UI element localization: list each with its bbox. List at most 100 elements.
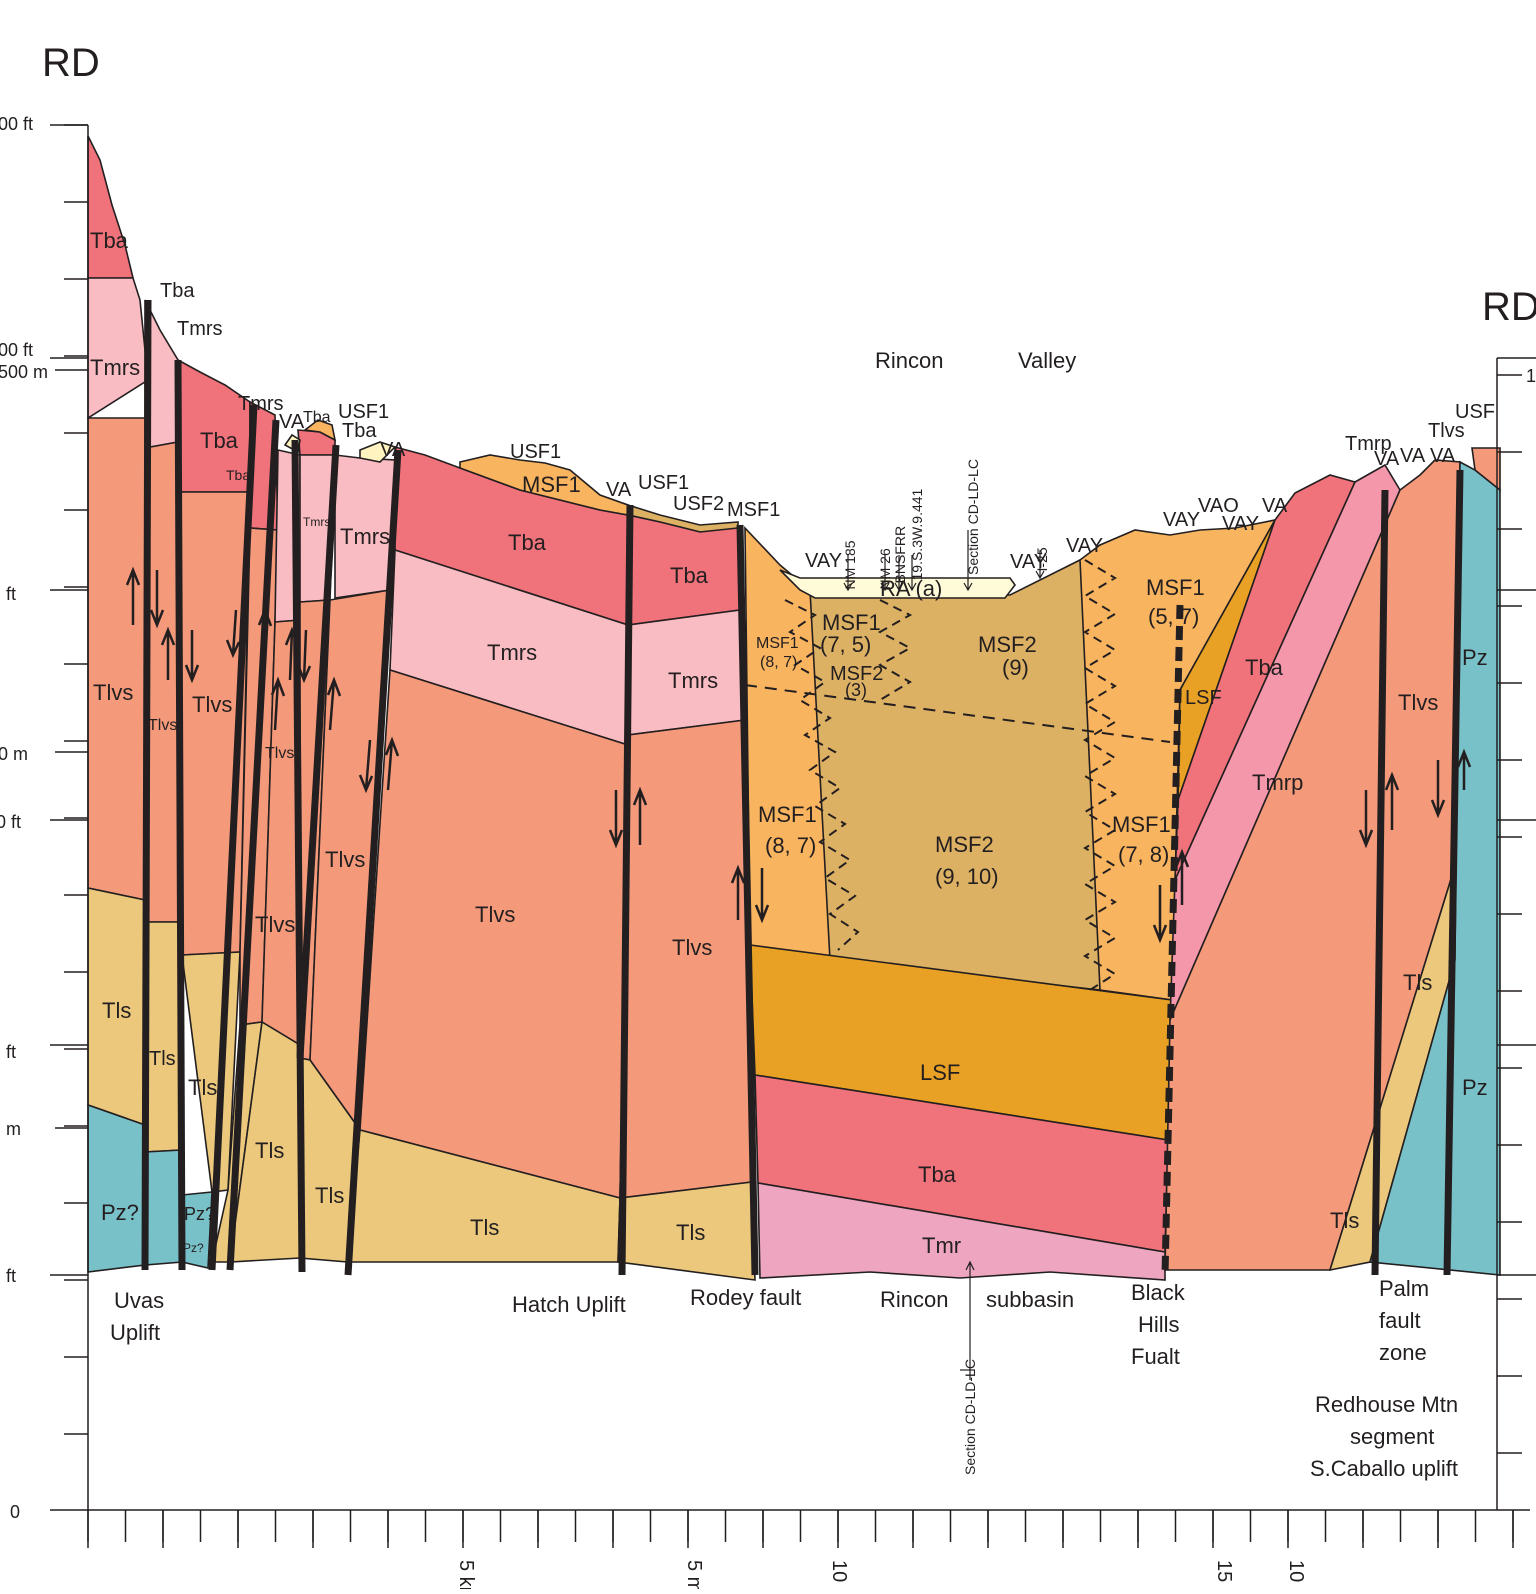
- unit-label: Pz: [1462, 645, 1488, 670]
- unit-label: MSF1: [822, 610, 881, 635]
- unit-label: RA (a): [880, 576, 942, 601]
- arrow-down-3: [225, 609, 241, 659]
- unit-label: VAY: [1222, 513, 1259, 535]
- unit-pz-block-b: [144, 1149, 183, 1266]
- fault-6: [296, 444, 340, 1059]
- unit-label: Tmrp: [1345, 433, 1392, 455]
- bottom-axis-label: 5 km: [455, 1560, 477, 1589]
- landmark-label: NM 185: [842, 540, 858, 589]
- arrow-up-7: [384, 736, 400, 791]
- landmark-arrow: [880, 555, 890, 592]
- unit-label: (7, 8): [1118, 842, 1169, 867]
- arrow-up-3: [257, 606, 273, 661]
- landmark-arrow: [843, 555, 853, 592]
- left-axis-label: ft: [6, 1042, 16, 1062]
- interfinger-mid: [877, 599, 913, 701]
- unit-label: LSF: [920, 1060, 960, 1085]
- section-label-right: RD: [1482, 285, 1536, 329]
- left-axis-label: 500 m: [0, 362, 48, 382]
- unit-label: Tba: [200, 428, 239, 453]
- unit-label: Tlvs: [1428, 420, 1465, 442]
- unit-label: Tls: [1330, 1208, 1359, 1233]
- left-axis-label: 00 ft: [0, 340, 33, 360]
- left-axis-label: ft: [6, 584, 16, 604]
- section-label-left: RD: [42, 41, 100, 85]
- unit-label: Tmrs: [340, 524, 390, 549]
- region-label: Rincon: [875, 348, 943, 373]
- unit-label: Pz?: [184, 1204, 215, 1224]
- arrow-up-hatch: [632, 786, 648, 845]
- unit-label: (9, 10): [935, 864, 999, 889]
- bottom-label: S.Caballo uplift: [1310, 1456, 1458, 1481]
- arrow-up-5: [284, 626, 300, 681]
- bottom-label: fault: [1379, 1308, 1421, 1333]
- interfinger-right: [1083, 559, 1117, 991]
- left-axis-label: 0: [10, 1502, 20, 1522]
- faults: [141, 299, 1464, 1276]
- unit-label: Tls: [255, 1138, 284, 1163]
- unit-label: Tmrp: [1252, 770, 1303, 795]
- left-axis-label: 0 m: [0, 744, 28, 764]
- unit-label: (3): [845, 680, 867, 700]
- arrow-down-7: [358, 739, 374, 794]
- unit-label: VAO: [1198, 495, 1239, 517]
- unit-label: USF: [1455, 401, 1495, 423]
- left-axis-label: ft: [6, 1266, 16, 1286]
- bottom-label: Redhouse Mtn: [1315, 1392, 1458, 1417]
- interfinger-left: [784, 599, 860, 951]
- unit-label: VA: [1400, 445, 1426, 467]
- arrow-up-palm-2: [1456, 748, 1472, 790]
- bottom-label: subbasin: [986, 1287, 1074, 1312]
- arrow-down-palm-1: [1358, 790, 1374, 849]
- unit-label: MSF1: [756, 635, 799, 652]
- unit-label: Tmrs: [303, 515, 330, 529]
- bottom-axis-label: 10 km: [828, 1560, 850, 1589]
- unit-label: (8, 7): [760, 654, 797, 671]
- bottom-axis-label: 10 mi: [1285, 1560, 1307, 1589]
- unit-label: Tba: [342, 420, 377, 442]
- unit-label: (9): [1002, 655, 1029, 680]
- unit-label: USF2: [673, 493, 724, 515]
- unit-label: VAY: [1010, 551, 1047, 573]
- unit-label: Tls: [676, 1220, 705, 1245]
- unit-label: Pz: [1462, 1075, 1488, 1100]
- unit-label: Pz?: [101, 1200, 139, 1225]
- fault-1: [141, 299, 152, 1271]
- arrow-up-bh: [1174, 848, 1190, 905]
- right-axis-ticks: [1497, 357, 1536, 1454]
- section-indicator-arrow: [965, 1260, 975, 1380]
- arrow-down-palm-2: [1430, 760, 1446, 819]
- unit-label: VA: [1374, 448, 1400, 470]
- unit-label: Tlvs: [325, 847, 365, 872]
- unit-label: (8, 7): [765, 833, 816, 858]
- arrow-up-1: [125, 566, 141, 625]
- fault-4: [226, 419, 280, 1271]
- unit-label: MSF1: [758, 802, 817, 827]
- landmark-arrow: [894, 555, 904, 592]
- arrow-down-rodey: [754, 868, 770, 924]
- unit-label: Tlvs: [475, 902, 515, 927]
- arrow-down-5: [296, 629, 312, 684]
- bottom-label: Black: [1131, 1280, 1186, 1305]
- fault-hatch: [618, 504, 634, 1276]
- unit-label: LSF: [1185, 687, 1222, 709]
- unit-label: (7, 5): [820, 632, 871, 657]
- arrow-up-rodey: [730, 864, 746, 920]
- unit-label: Tba: [226, 467, 250, 483]
- bottom-label: Hills: [1138, 1312, 1180, 1337]
- bottom-label: Uplift: [110, 1320, 160, 1345]
- bottom-label: Rodey fault: [690, 1285, 801, 1310]
- landmark-arrow: [907, 555, 917, 592]
- region-label: Valley: [1018, 348, 1076, 373]
- unit-label: Tlvs: [148, 717, 177, 734]
- bottom-label: Hatch Uplift: [512, 1292, 626, 1317]
- arrow-down-2: [184, 630, 200, 684]
- contact-lines: [744, 559, 1171, 991]
- unit-label: MSF1: [1112, 812, 1171, 837]
- unit-label: Tlvs: [1398, 690, 1438, 715]
- unit-tlvs-block-h: [359, 668, 629, 1200]
- unit-label: Tba: [918, 1162, 957, 1187]
